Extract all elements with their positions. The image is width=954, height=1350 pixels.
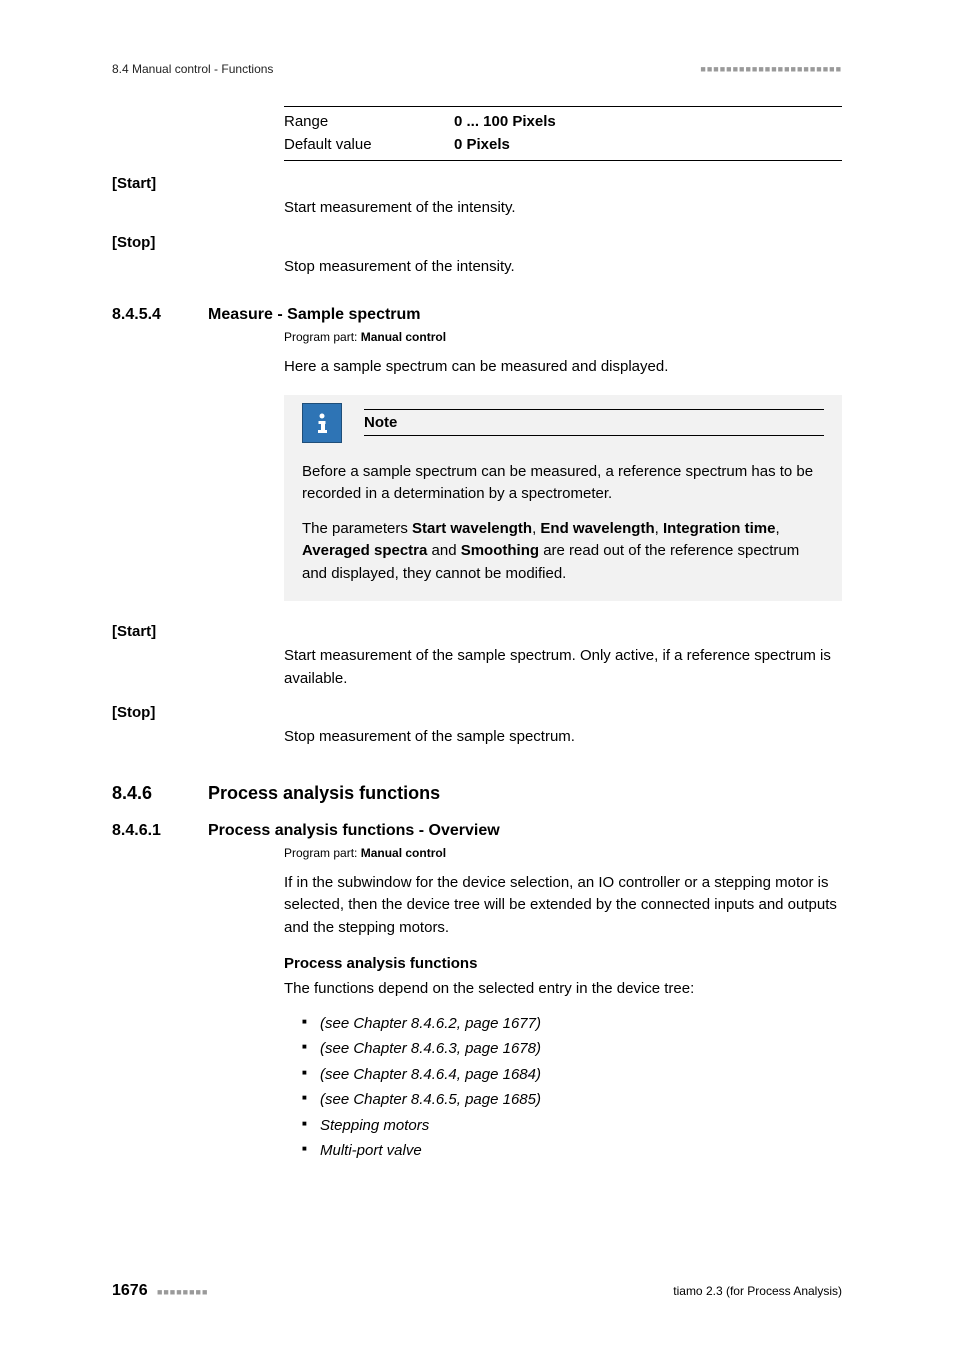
note-bold: Smoothing [461,542,539,559]
note-block: Note Before a sample spectrum can be mea… [284,395,842,602]
note-title: Note [364,412,824,433]
xref-text: (see Chapter 8.4.6.5, page 1685) [320,1091,541,1108]
margin-label-stop: [Stop] [112,234,155,251]
margin-label-start: [Start] [112,175,156,192]
list-item: (see Chapter 8.4.6.4, page 1684) [302,1062,842,1088]
section-heading: 8.4.5.4 Measure - Sample spectrum [112,306,842,324]
xref-text: (see Chapter 8.4.6.3, page 1678) [320,1040,541,1057]
definition-text: Stop measurement of the sample spectrum. [284,704,842,749]
section-intro: Here a sample spectrum can be measured a… [284,356,842,379]
note-bold: Start wavelength [412,520,532,537]
page-number: 1676 [112,1282,148,1299]
program-part-value: Manual control [361,330,446,344]
xref-text: Multi-port valve [320,1142,422,1159]
header-section-label: 8.4 Manual control - Functions [112,62,273,76]
list-item: (see Chapter 8.4.6.3, page 1678) [302,1036,842,1062]
xref-text: Stepping motors [320,1117,429,1134]
section-title: Process analysis functions [208,783,440,804]
xref-list: (see Chapter 8.4.6.2, page 1677) (see Ch… [284,1011,842,1164]
margin-label-stop: [Stop] [112,704,155,721]
definition-text: Start measurement of the sample spectrum… [284,623,842,690]
program-part-value: Manual control [361,846,446,860]
list-item: (see Chapter 8.4.6.5, page 1685) [302,1087,842,1113]
section-heading: 8.4.6 Process analysis functions [112,783,842,804]
page-footer: 1676 ■■■■■■■■ tiamo 2.3 (for Process Ana… [112,1282,842,1300]
footer-dots: ■■■■■■■■ [157,1287,209,1297]
divider [364,409,824,410]
definition-text: Start measurement of the intensity. [284,175,842,220]
note-text: and [427,542,460,559]
section-title: Process analysis functions - Overview [208,822,500,840]
param-table: Range 0 ... 100 Pixels Default value 0 P… [112,106,842,161]
note-bold: End wavelength [540,520,654,537]
table-row: Default value 0 Pixels [284,134,842,157]
program-part: Program part: Manual control [284,846,842,860]
list-item: (see Chapter 8.4.6.2, page 1677) [302,1011,842,1037]
definition-row: [Stop] Stop measurement of the intensity… [112,234,842,279]
subtext: The functions depend on the selected ent… [284,978,842,1001]
param-label: Default value [284,134,454,157]
note-bold: Averaged spectra [302,542,427,559]
definition-text: Stop measurement of the intensity. [284,234,842,279]
note-text: , [775,520,779,537]
section-number: 8.4.6.1 [112,822,208,840]
section-heading: 8.4.6.1 Process analysis functions - Ove… [112,822,842,840]
section-title: Measure - Sample spectrum [208,306,421,324]
section-number: 8.4.5.4 [112,306,208,324]
definition-row: [Start] Start measurement of the intensi… [112,175,842,220]
section-intro: If in the subwindow for the device selec… [284,872,842,940]
table-row: Range 0 ... 100 Pixels [284,111,842,134]
program-part: Program part: Manual control [284,330,842,344]
param-label: Range [284,111,454,134]
note-text: The parameters [302,520,412,537]
program-part-label: Program part: [284,330,361,344]
param-value: 0 Pixels [454,134,510,157]
note-paragraph: The parameters Start wavelength, End wav… [302,518,824,586]
program-part-label: Program part: [284,846,361,860]
note-text: , [655,520,663,537]
xref-text: (see Chapter 8.4.6.2, page 1677) [320,1015,541,1032]
subheading: Process analysis functions [284,955,842,972]
param-value: 0 ... 100 Pixels [454,111,556,134]
list-item: Stepping motors [302,1113,842,1139]
note-paragraph: Before a sample spectrum can be measured… [302,461,824,506]
definition-row: [Stop] Stop measurement of the sample sp… [112,704,842,749]
footer-right: tiamo 2.3 (for Process Analysis) [673,1284,842,1298]
info-icon [302,403,342,443]
divider [284,106,842,107]
definition-row: [Start] Start measurement of the sample … [112,623,842,690]
footer-left: 1676 ■■■■■■■■ [112,1282,208,1300]
divider [284,160,842,161]
header-dots: ■■■■■■■■■■■■■■■■■■■■■■ [700,64,842,74]
list-item: Multi-port valve [302,1138,842,1164]
note-bold: Integration time [663,520,776,537]
section-number: 8.4.6 [112,783,208,804]
running-header: 8.4 Manual control - Functions ■■■■■■■■■… [112,62,842,76]
xref-text: (see Chapter 8.4.6.4, page 1684) [320,1066,541,1083]
margin-label-start: [Start] [112,623,156,640]
divider [364,435,824,436]
